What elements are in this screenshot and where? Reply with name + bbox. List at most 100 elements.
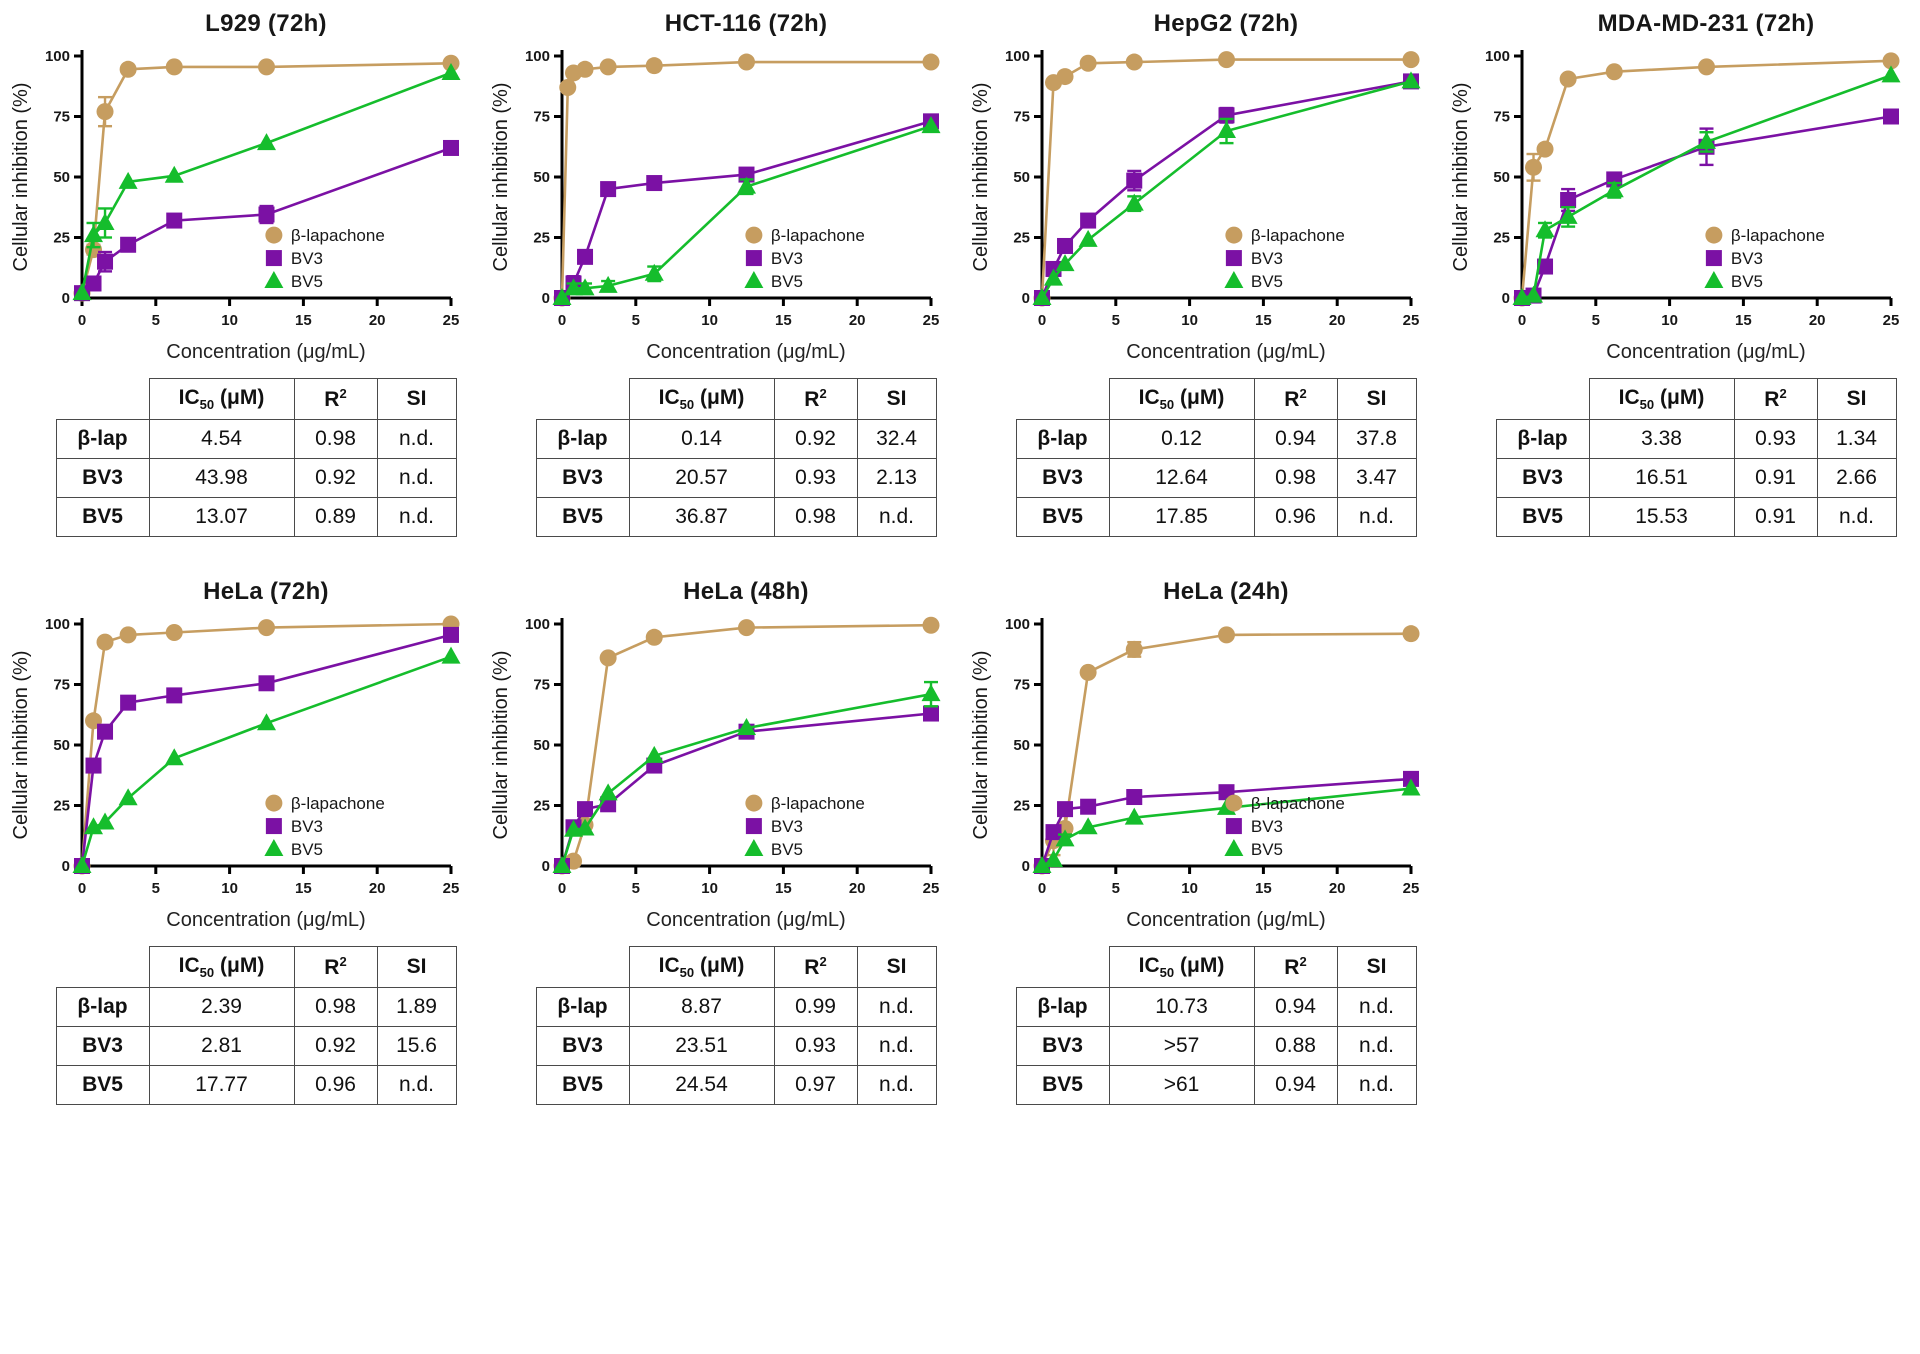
x-axis-label: Concentration (μg/mL) — [166, 909, 366, 931]
bv5-marker — [1124, 193, 1144, 211]
table-row: β-lap 0.12 0.94 37.8 — [1015, 419, 1417, 460]
bv5-marker — [257, 713, 276, 731]
lapachone-marker — [1605, 63, 1623, 81]
bv3-marker — [1057, 237, 1074, 254]
lapachone-marker — [1125, 640, 1143, 658]
r2-text: R — [804, 956, 820, 980]
legend-label: β-lapachone — [291, 794, 385, 813]
dose-response-chart: Cellular inhibition (%) 0 5 10 15 20 25 0 25 50 75… — [10, 615, 461, 897]
ic50-value: 10.73 — [1108, 987, 1255, 1028]
legend-label: β-lapachone — [1731, 226, 1825, 245]
series-lapachone — [553, 616, 940, 875]
bv3-marker — [1045, 824, 1062, 841]
bv5-marker — [1044, 849, 1064, 867]
legend-label: β-lapachone — [771, 794, 865, 813]
r2-text: R — [324, 956, 340, 980]
bv5-marker — [1558, 206, 1578, 224]
ic50-value: 15.53 — [1588, 497, 1735, 538]
table-row: β-lap 4.54 0.98 n.d. — [55, 419, 457, 460]
series-bv5 — [552, 680, 941, 873]
y-tick-label: 75 — [53, 677, 70, 694]
chart-title: HeLa (48h) — [683, 578, 809, 605]
ic50-value: >57 — [1108, 1026, 1255, 1067]
series-line — [560, 120, 932, 299]
empty-cell — [1440, 574, 1920, 1142]
y-axis-label: Cellular inhibition (%) — [970, 651, 992, 840]
lapachone-marker — [599, 649, 617, 667]
legend-lapachone-marker — [1225, 794, 1243, 812]
y-tick-label: 100 — [1485, 48, 1510, 65]
col-header-r2: R2 — [293, 945, 378, 989]
legend-lapachone-marker — [1225, 226, 1243, 244]
x-tick-label: 15 — [775, 312, 792, 329]
legend-label: BV5 — [1251, 272, 1283, 291]
lapachone-marker — [1218, 626, 1235, 644]
x-tick-label: 25 — [1403, 312, 1420, 329]
legend-lapachone-marker — [745, 794, 763, 812]
r2-value: 0.88 — [1253, 1026, 1338, 1067]
legend-bv3-marker — [1705, 250, 1722, 267]
r2-value: 0.96 — [1253, 497, 1338, 538]
y-tick-label: 100 — [525, 616, 550, 633]
si-value: n.d. — [1336, 987, 1417, 1028]
ic50-table: IC50 (μM) R2 SI β-lap 10.73 0.94 n.d. BV3 >57 0.8… — [1015, 945, 1417, 1106]
lapachone-marker — [738, 53, 755, 71]
bv5-marker — [72, 856, 92, 873]
y-tick-label: 50 — [1013, 169, 1030, 186]
x-tick-label: 20 — [849, 312, 866, 329]
x-tick-label: 5 — [1112, 880, 1120, 897]
ic50-value: 43.98 — [148, 458, 295, 499]
r2-value: 0.98 — [773, 497, 858, 538]
x-tick-label: 0 — [78, 312, 86, 329]
ic50-value: 8.87 — [628, 987, 775, 1028]
lapachone-marker — [645, 628, 663, 646]
legend: β-lapachone BV3 BV5 — [744, 226, 865, 291]
y-tick-label: 100 — [1005, 48, 1030, 65]
ic50-value: 13.07 — [148, 497, 295, 538]
legend-bv3-marker — [1225, 250, 1242, 267]
y-tick-label: 75 — [53, 109, 70, 126]
y-tick-label: 50 — [1493, 169, 1510, 186]
bv5-marker — [95, 812, 115, 830]
ic50-value: 20.57 — [628, 458, 775, 499]
series-lapachone — [1033, 625, 1420, 875]
col-header-ic50: IC50 (μM) — [628, 377, 775, 421]
r2-superscript: 2 — [1779, 386, 1787, 402]
table-row: β-lap 10.73 0.94 n.d. — [1015, 987, 1417, 1028]
row-label: BV3 — [55, 1026, 150, 1067]
axes — [1034, 618, 1413, 874]
bv3-marker — [1883, 108, 1899, 125]
x-tick-label: 25 — [1403, 880, 1420, 897]
col-header-ic50: IC50 (μM) — [1588, 377, 1735, 421]
legend-lapachone-marker — [265, 794, 283, 812]
x-tick-label: 5 — [1112, 312, 1120, 329]
bv3-marker — [443, 139, 459, 156]
r2-value: 0.93 — [773, 1026, 858, 1067]
lapachone-marker — [258, 58, 275, 76]
legend: β-lapachone BV3 BV5 — [744, 794, 865, 859]
r2-value: 0.92 — [293, 1026, 378, 1067]
row-label: BV5 — [55, 1065, 150, 1106]
x-tick-label: 10 — [221, 312, 238, 329]
r2-value: 0.98 — [1253, 458, 1338, 499]
x-tick-label: 5 — [152, 880, 160, 897]
y-tick-label: 25 — [53, 230, 70, 247]
bv5-marker — [575, 278, 595, 296]
y-axis-label: Cellular inhibition (%) — [490, 83, 512, 272]
r2-value: 0.96 — [293, 1065, 378, 1106]
col-header-ic50: IC50 (μM) — [1108, 377, 1255, 421]
x-tick-label: 20 — [369, 312, 386, 329]
legend-label: BV5 — [771, 272, 803, 291]
bv5-marker — [1032, 856, 1052, 873]
legend-bv3-marker — [745, 818, 762, 835]
si-value: n.d. — [1816, 497, 1897, 538]
legend-bv3-marker — [265, 250, 282, 267]
x-tick-label: 10 — [1181, 312, 1198, 329]
series-bv3 — [74, 626, 459, 874]
bv3-marker — [166, 212, 183, 229]
bv5-marker — [1055, 254, 1075, 272]
bv3-marker — [166, 687, 183, 704]
ic50-table: IC50 (μM) R2 SI β-lap 2.39 0.98 1.89 BV3 2.81 0.9… — [55, 945, 457, 1106]
ic50-value: 12.64 — [1108, 458, 1255, 499]
legend-label: BV5 — [1731, 272, 1763, 291]
